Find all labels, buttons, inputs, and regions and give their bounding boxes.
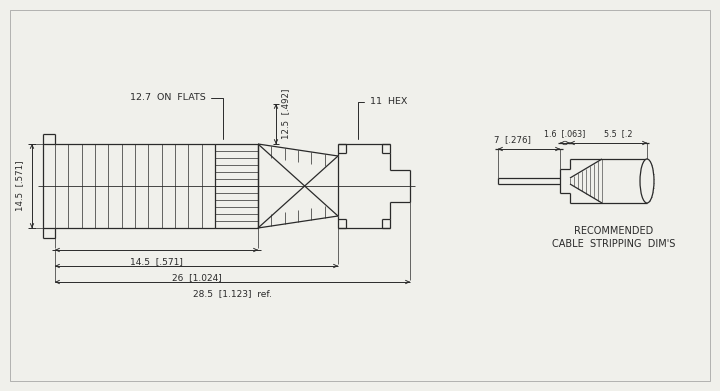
Text: 12.7  ON  FLATS: 12.7 ON FLATS <box>130 93 223 139</box>
Text: 14.5  [.571]: 14.5 [.571] <box>130 257 183 266</box>
Ellipse shape <box>640 159 654 203</box>
Text: 14.5  [.571]: 14.5 [.571] <box>16 161 24 211</box>
Text: 1.6  [.063]: 1.6 [.063] <box>544 129 585 138</box>
Text: 26  [1.024]: 26 [1.024] <box>171 273 221 282</box>
Text: 28.5  [1.123]  ref.: 28.5 [1.123] ref. <box>193 289 272 298</box>
Text: 11  HEX: 11 HEX <box>358 97 408 139</box>
Text: RECOMMENDED: RECOMMENDED <box>574 226 653 236</box>
Text: 12.5  [.492]: 12.5 [.492] <box>281 89 290 139</box>
Text: 7  [.276]: 7 [.276] <box>494 135 531 144</box>
Text: CABLE  STRIPPING  DIM'S: CABLE STRIPPING DIM'S <box>552 239 675 249</box>
Text: 5.5  [.2: 5.5 [.2 <box>604 129 633 138</box>
